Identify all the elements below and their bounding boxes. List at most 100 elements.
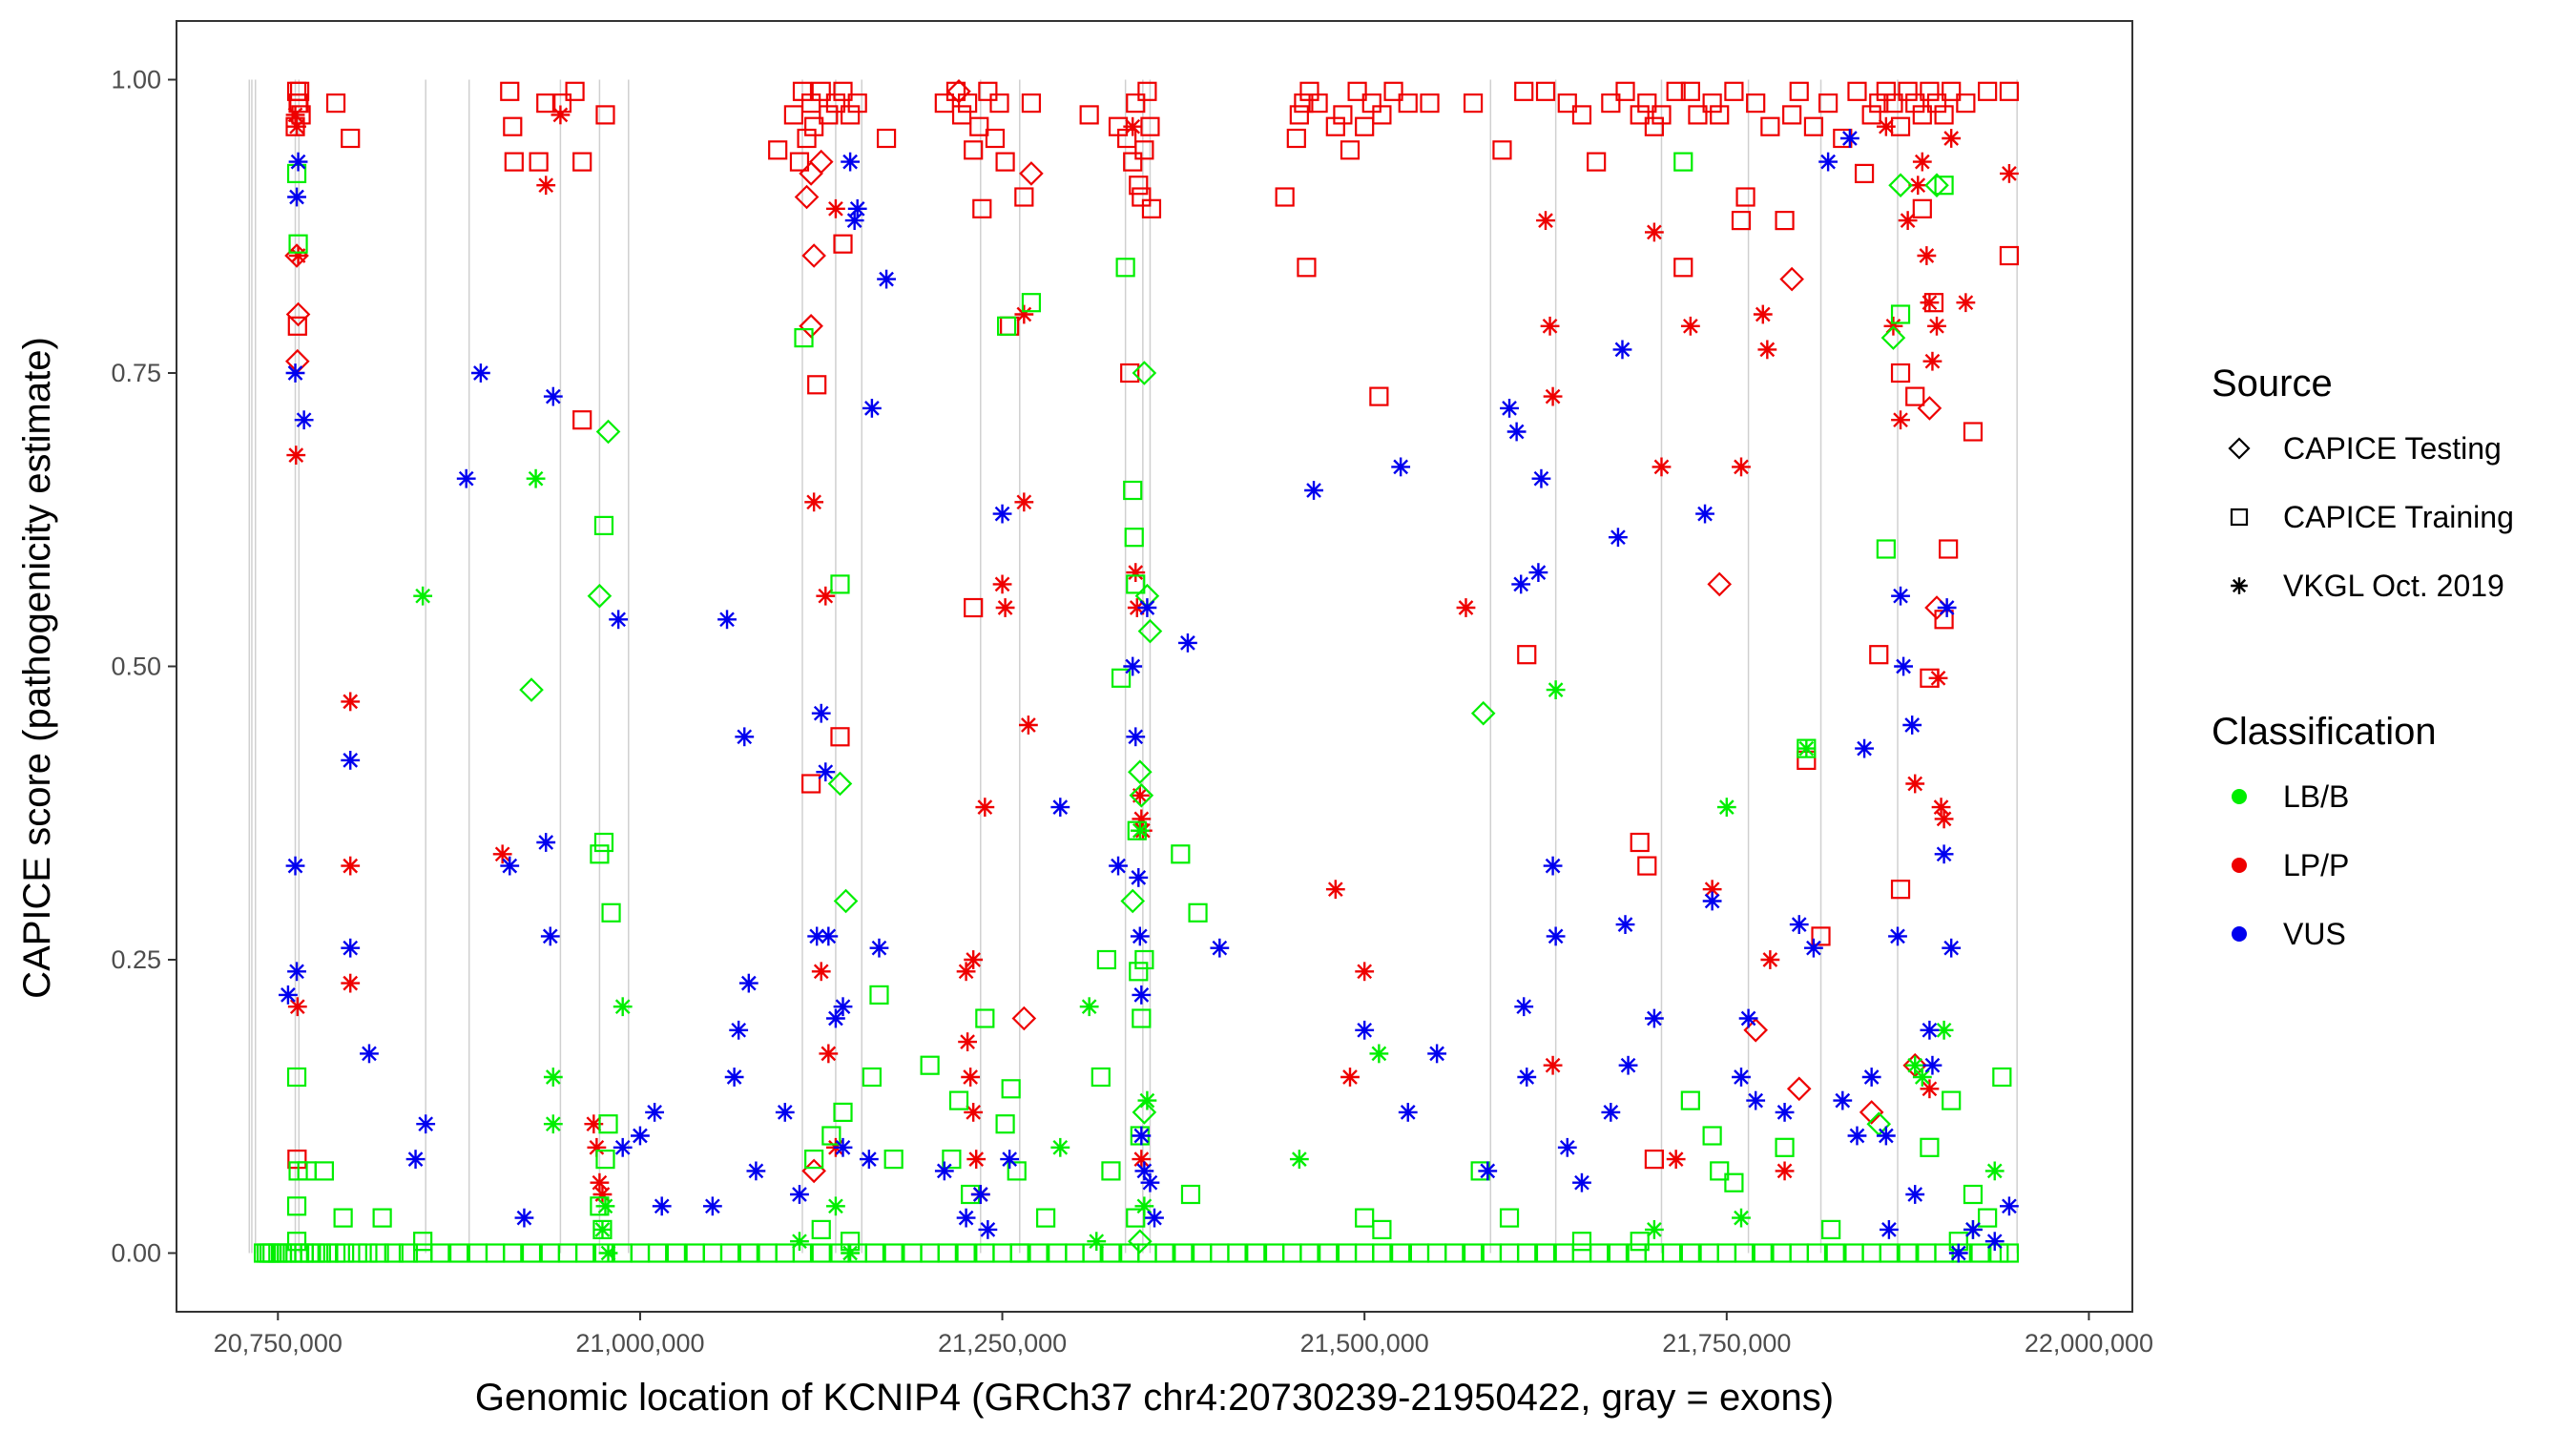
- point-square: [1662, 1243, 1682, 1263]
- point-asterisk: [826, 198, 845, 218]
- point-square: [1854, 163, 1875, 183]
- point-asterisk: [285, 363, 305, 383]
- point-square: [1134, 140, 1154, 160]
- point-square: [1154, 1243, 1174, 1263]
- point-square: [821, 1126, 841, 1146]
- y-tick-label: 0.75: [111, 359, 161, 387]
- point-diamond: [833, 888, 859, 914]
- x-tick-label: 21,500,000: [1300, 1329, 1429, 1358]
- point-asterisk: [1517, 1068, 1537, 1087]
- point-asterisk: [1050, 1137, 1070, 1157]
- point-asterisk: [1511, 574, 1531, 594]
- point-asterisk: [1818, 152, 1839, 172]
- legend-swatch: [2232, 926, 2247, 942]
- point-asterisk: [1123, 116, 1143, 136]
- point-diamond: [1470, 700, 1496, 726]
- point-diamond: [1880, 325, 1906, 350]
- plot-border: [176, 20, 2133, 1313]
- point-asterisk: [1427, 1044, 1447, 1064]
- point-square: [1096, 949, 1116, 970]
- point-square: [1372, 105, 1392, 125]
- point-square: [969, 116, 989, 136]
- point-square: [830, 727, 850, 747]
- x-axis: 20,750,000 21,000,000 21,250,000 21,500,000…: [214, 1312, 2153, 1358]
- point-square: [819, 105, 839, 125]
- point-square: [1275, 187, 1295, 207]
- point-asterisk: [746, 1161, 766, 1181]
- point-asterisk: [613, 997, 633, 1017]
- point-asterisk: [1888, 926, 1907, 946]
- point-square: [593, 832, 614, 853]
- point-asterisk: [833, 997, 853, 1017]
- point-asterisk: [1905, 1185, 1925, 1204]
- point-square: [1286, 128, 1306, 149]
- point-asterisk: [1609, 528, 1628, 548]
- point-asterisk: [341, 938, 361, 958]
- point-asterisk: [543, 1068, 563, 1087]
- point-square: [1101, 1243, 1121, 1263]
- point-asterisk: [1536, 211, 1555, 230]
- x-tick-label: 21,750,000: [1662, 1329, 1791, 1358]
- point-square: [1325, 116, 1345, 136]
- point-square: [1876, 81, 1896, 101]
- point-asterisk: [492, 844, 512, 864]
- point-asterisk: [592, 1185, 613, 1204]
- point-asterisk: [645, 1103, 665, 1122]
- point-asterisk: [609, 610, 629, 630]
- point-asterisk: [816, 762, 836, 782]
- point-asterisk: [536, 176, 556, 196]
- legend-label-source: VKGL Oct. 2019: [2283, 569, 2504, 603]
- point-square: [666, 1243, 686, 1263]
- point-square: [1869, 645, 1889, 665]
- point-asterisk: [1456, 598, 1476, 617]
- point-square: [1898, 81, 1918, 101]
- x-tick-label: 21,000,000: [575, 1329, 704, 1358]
- point-asterisk: [1876, 1126, 1896, 1146]
- point-square: [1174, 1243, 1194, 1263]
- point-square: [1615, 81, 1635, 101]
- point-square: [288, 234, 308, 254]
- point-asterisk: [595, 1196, 615, 1216]
- point-asterisk: [1732, 1208, 1751, 1228]
- point-asterisk: [1355, 1020, 1375, 1040]
- point-asterisk: [526, 468, 546, 488]
- point-asterisk: [1123, 656, 1143, 676]
- point-square: [1847, 81, 1867, 101]
- point-asterisk: [790, 1185, 809, 1204]
- point-square: [1299, 1243, 1319, 1263]
- point-asterisk: [859, 1150, 879, 1169]
- point-asterisk: [1178, 633, 1197, 653]
- point-asterisk: [1132, 985, 1152, 1005]
- point-square: [1180, 1184, 1201, 1205]
- point-square: [1912, 105, 1932, 125]
- point-square: [768, 140, 788, 160]
- point-asterisk: [1000, 1150, 1020, 1169]
- point-square: [1652, 105, 1672, 125]
- point-square: [398, 1243, 419, 1263]
- y-tick-label: 0.25: [111, 945, 161, 974]
- point-asterisk: [1325, 880, 1345, 900]
- point-asterisk: [826, 1008, 845, 1028]
- point-square: [1021, 293, 1042, 313]
- point-diamond: [801, 243, 826, 268]
- point-square: [287, 316, 307, 336]
- point-square: [500, 81, 520, 101]
- point-square: [1673, 258, 1693, 278]
- point-square: [995, 1114, 1015, 1134]
- point-asterisk: [1506, 422, 1527, 442]
- point-square: [1347, 81, 1367, 101]
- point-square: [1372, 1243, 1392, 1263]
- point-asterisk: [360, 1044, 379, 1064]
- point-square: [358, 1243, 378, 1263]
- point-asterisk: [1546, 926, 1566, 946]
- point-square: [956, 1243, 976, 1263]
- point-asterisk: [294, 410, 314, 430]
- point-square: [1890, 880, 1911, 900]
- point-square: [1036, 1208, 1056, 1228]
- point-square: [1137, 81, 1157, 101]
- point-square: [804, 116, 824, 136]
- point-square: [789, 152, 810, 172]
- point-square: [1129, 962, 1149, 982]
- point-asterisk: [1130, 820, 1150, 840]
- point-square: [1079, 105, 1099, 125]
